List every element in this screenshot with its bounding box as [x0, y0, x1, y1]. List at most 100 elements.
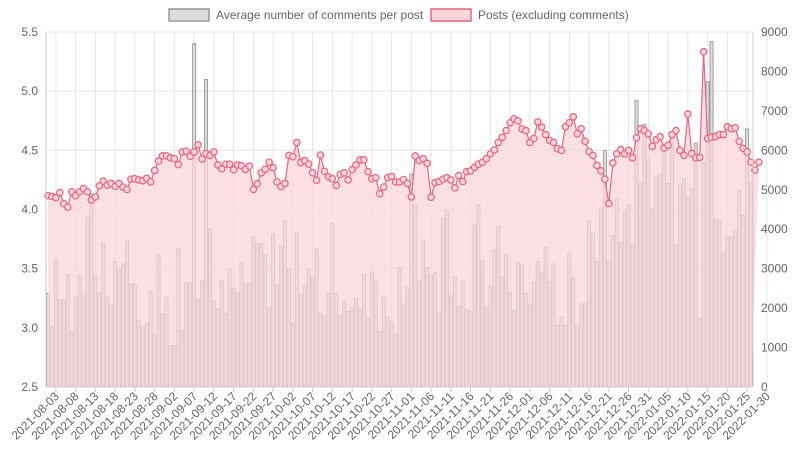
point-posts	[123, 185, 131, 194]
point-posts	[194, 141, 202, 149]
point-posts	[450, 184, 459, 192]
point-posts	[676, 146, 684, 155]
point-posts	[372, 173, 380, 182]
point-posts	[537, 123, 546, 131]
right-tick-label: 4000	[761, 222, 788, 236]
point-posts	[308, 169, 317, 177]
point-posts	[312, 176, 321, 185]
point-posts	[557, 146, 566, 155]
point-posts	[699, 47, 708, 56]
point-posts	[719, 130, 728, 139]
point-posts	[632, 133, 641, 142]
right-tick-label: 5000	[761, 183, 788, 197]
right-tick-label: 7000	[761, 104, 788, 118]
point-posts	[593, 161, 601, 170]
point-posts	[743, 148, 751, 156]
point-posts	[533, 118, 542, 126]
point-posts	[605, 199, 613, 208]
point-posts	[581, 137, 589, 146]
legend-swatch-avg-comments[interactable]	[168, 8, 210, 22]
point-posts	[91, 193, 100, 201]
point-posts	[597, 167, 605, 175]
point-posts	[529, 134, 538, 143]
left-tick-label: 2.5	[21, 380, 38, 394]
point-posts	[589, 151, 597, 160]
point-posts	[735, 137, 743, 146]
point-posts	[379, 183, 388, 191]
point-posts	[344, 176, 352, 184]
point-posts	[411, 152, 420, 160]
point-posts	[174, 160, 183, 169]
point-posts	[182, 147, 191, 155]
point-posts	[541, 130, 550, 139]
point-posts	[95, 182, 104, 190]
point-posts	[549, 138, 558, 147]
point-posts	[320, 167, 329, 176]
point-posts	[281, 179, 289, 188]
point-posts	[150, 166, 159, 175]
point-posts	[261, 165, 270, 174]
point-posts	[684, 110, 692, 118]
point-posts	[170, 154, 179, 163]
point-posts	[154, 157, 163, 165]
point-posts	[419, 154, 427, 163]
point-posts	[63, 203, 72, 211]
right-tick-label: 1000	[761, 341, 788, 355]
point-posts	[648, 142, 657, 151]
left-axis: 2.5 3.0 3.5 4.0 4.5 5.0 5.5	[21, 25, 47, 394]
point-posts	[514, 116, 522, 125]
point-posts	[664, 141, 672, 150]
area-fill-posts	[47, 51, 759, 387]
point-posts	[332, 181, 341, 190]
point-posts	[375, 189, 384, 198]
point-posts	[340, 169, 349, 177]
point-posts	[680, 151, 688, 160]
point-posts	[387, 172, 396, 181]
left-tick-label: 4.5	[21, 143, 38, 157]
point-posts	[454, 171, 463, 180]
point-posts	[304, 160, 313, 168]
point-posts	[269, 163, 277, 172]
point-posts	[482, 154, 491, 163]
point-posts	[364, 167, 372, 176]
point-posts	[225, 160, 234, 168]
point-posts	[293, 138, 301, 147]
x-axis: 2021-08-032021-08-082021-08-132021-08-18…	[9, 386, 773, 443]
point-posts	[656, 132, 664, 141]
point-posts	[577, 124, 585, 133]
right-tick-label: 2000	[761, 301, 788, 315]
point-posts	[755, 158, 763, 166]
point-posts	[522, 126, 530, 135]
right-tick-label: 9000	[761, 25, 788, 39]
point-posts	[328, 174, 337, 183]
point-posts	[569, 113, 578, 121]
point-posts	[229, 165, 238, 174]
right-tick-label: 3000	[761, 262, 788, 276]
left-tick-label: 3.0	[21, 321, 38, 335]
legend-label-avg-comments[interactable]: Average number of comments per post	[216, 8, 424, 22]
point-posts	[146, 178, 155, 186]
point-posts	[573, 129, 582, 138]
legend-label-posts[interactable]: Posts (excluding comments)	[478, 8, 629, 22]
point-posts	[628, 154, 637, 162]
point-posts	[490, 146, 499, 154]
left-tick-label: 5.5	[21, 25, 38, 39]
point-posts	[423, 159, 431, 168]
point-posts	[253, 180, 262, 188]
point-posts	[217, 165, 226, 173]
point-posts	[427, 193, 435, 202]
point-posts	[348, 165, 356, 174]
point-posts	[352, 161, 360, 169]
left-tick-label: 3.5	[21, 262, 38, 276]
point-posts	[56, 188, 64, 197]
point-posts	[672, 126, 680, 135]
point-posts	[644, 129, 653, 138]
legend: Average number of comments per post Post…	[168, 8, 629, 22]
point-posts	[502, 126, 510, 135]
legend-swatch-posts[interactable]	[430, 8, 472, 22]
point-posts	[731, 124, 740, 132]
point-posts	[316, 151, 325, 159]
point-posts	[403, 179, 412, 188]
point-posts	[210, 148, 218, 156]
